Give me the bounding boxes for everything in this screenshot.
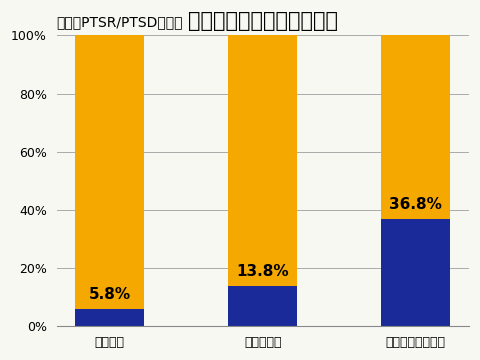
Text: 縦軸：PTSR/PTSDの頻度: 縦軸：PTSR/PTSDの頻度: [57, 15, 183, 30]
Bar: [381, 219, 450, 326]
Title: 被災とストレス障害の関係: 被災とストレス障害の関係: [188, 11, 338, 31]
Text: 13.8%: 13.8%: [237, 264, 289, 279]
Bar: [75, 309, 144, 326]
Bar: [228, 35, 297, 286]
Bar: [75, 35, 144, 309]
Text: 36.8%: 36.8%: [389, 197, 442, 212]
Bar: [228, 286, 297, 326]
Bar: [381, 35, 450, 219]
Text: 5.8%: 5.8%: [89, 287, 131, 302]
